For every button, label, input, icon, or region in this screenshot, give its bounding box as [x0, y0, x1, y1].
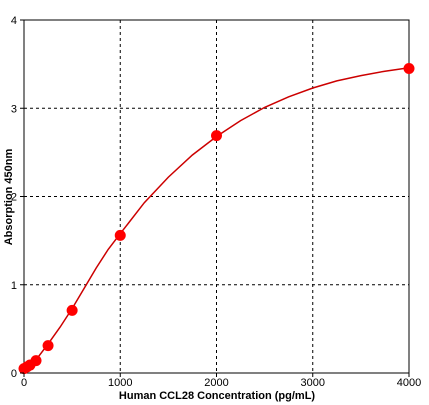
x-tick-label: 0 — [21, 377, 27, 389]
data-point — [403, 63, 415, 75]
data-point — [30, 355, 42, 367]
data-point — [211, 130, 222, 142]
y-tick-label: 3 — [11, 103, 17, 115]
y-axis-label: Absorption 450nm — [3, 149, 15, 246]
y-tick-label: 2 — [11, 192, 17, 204]
y-tick-label: 4 — [11, 15, 17, 27]
data-point — [66, 304, 78, 316]
fit-curve-layer — [23, 66, 410, 371]
x-axis-label: Human CCL28 Concentration (pg/mL) — [119, 390, 316, 402]
fit-curve — [23, 66, 410, 371]
data-points — [18, 63, 415, 375]
y-tick-label: 1 — [11, 280, 17, 292]
y-tick-label: 0 — [11, 368, 17, 380]
x-tick-label: 4000 — [397, 377, 421, 389]
data-point — [114, 229, 126, 241]
x-tick-label: 2000 — [204, 377, 228, 389]
grid-lines — [24, 20, 409, 373]
x-tick-label: 1000 — [108, 377, 132, 389]
data-point — [42, 340, 54, 352]
y-tick-labels: 0 1 2 3 4 — [11, 15, 24, 380]
x-tick-labels: 0 1000 2000 3000 4000 — [21, 373, 421, 389]
x-tick-label: 3000 — [301, 377, 325, 389]
